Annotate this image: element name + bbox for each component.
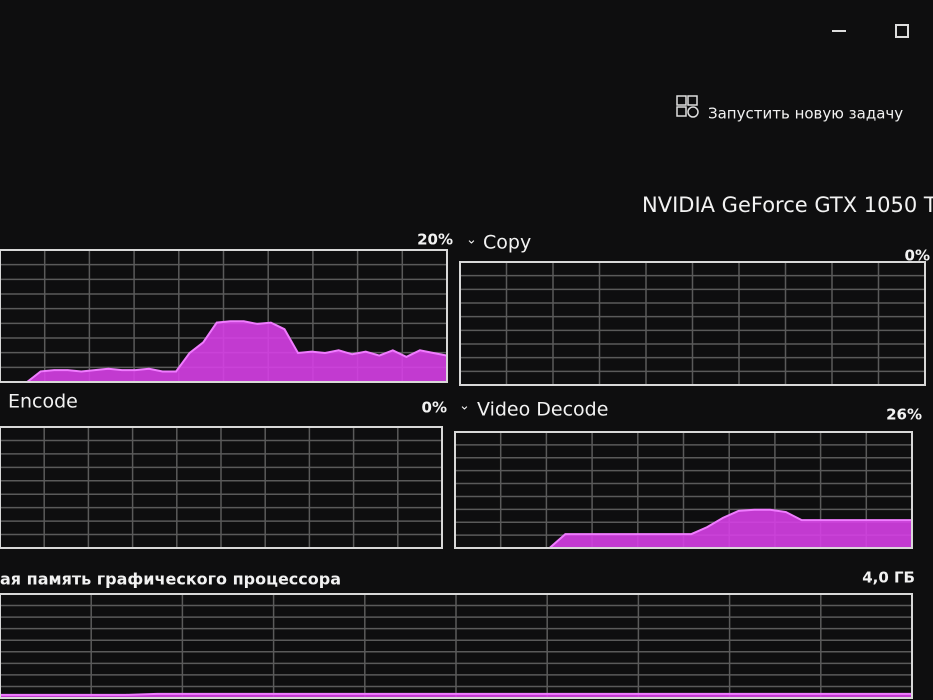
- chevron[interactable]: ⌄: [466, 233, 477, 248]
- graph-border: [0, 593, 913, 699]
- graph-border: [0, 426, 443, 549]
- value-label: 0%: [905, 247, 930, 265]
- graph-title[interactable]: Copy: [483, 232, 531, 254]
- new-task-icon[interactable]: [676, 95, 699, 118]
- usage-area: [0, 321, 447, 382]
- usage-area: [0, 693, 912, 698]
- usage-line: [0, 320, 448, 383]
- value-label: 4,0 ГБ: [862, 569, 915, 587]
- maximize-button[interactable]: [895, 24, 909, 38]
- gpu-name: NVIDIA GeForce GTX 1050 Ti: [642, 193, 933, 217]
- new-task-button[interactable]: Запустить новую задачу: [708, 105, 903, 123]
- graph-title[interactable]: Video Decode: [477, 399, 608, 421]
- value-label: 20%: [417, 231, 453, 249]
- graph-border: [454, 431, 913, 549]
- graph-border: [0, 249, 448, 383]
- chevron[interactable]: ⌄: [459, 399, 470, 414]
- value-label: 0%: [422, 399, 447, 417]
- graph-title[interactable]: Encode: [8, 391, 78, 413]
- usage-line: [0, 692, 912, 696]
- graph-title: ая память графического процессора: [0, 570, 341, 589]
- graph-border: [459, 261, 926, 386]
- usage-area: [455, 509, 912, 548]
- value-label: 26%: [886, 406, 922, 424]
